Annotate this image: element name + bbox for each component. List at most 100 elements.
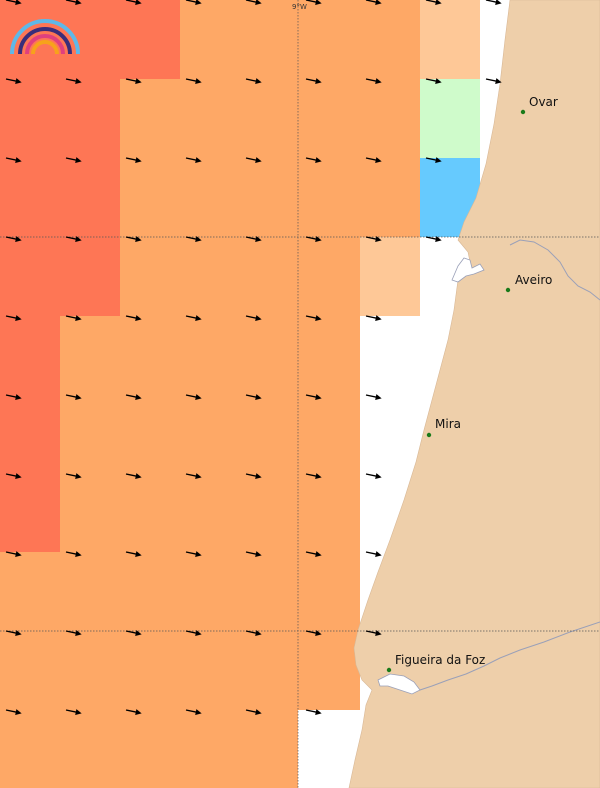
wind-arrow-head [315, 315, 322, 322]
wind-arrow-icon [305, 394, 322, 401]
logo-arc-inner-pink [25, 34, 65, 55]
wind-arrow-head [255, 78, 262, 85]
value-cell [0, 79, 60, 158]
wind-arrow-head [195, 709, 202, 716]
value-cell [0, 474, 60, 552]
wind-arrow-head [495, 0, 502, 6]
wind-arrow-icon [365, 157, 382, 164]
wind-arrow-shaft [365, 236, 378, 241]
value-cell [120, 474, 180, 552]
wind-arrow-icon [245, 236, 262, 243]
wind-arrow-shaft [305, 394, 318, 399]
value-cell [0, 237, 60, 316]
wind-arrow-icon [305, 157, 322, 164]
value-cell [180, 158, 240, 237]
wind-arrow-head [135, 0, 142, 6]
value-cell [180, 710, 240, 788]
wind-arrow-head [195, 394, 202, 401]
wind-arrow-head [195, 551, 202, 558]
value-cell [180, 552, 240, 631]
wind-arrow-icon [485, 0, 502, 6]
wind-arrow-icon [365, 0, 382, 6]
city-dot-figueira-da-foz[interactable] [386, 667, 392, 673]
wind-arrow-icon [65, 394, 82, 401]
wind-arrow-head [15, 630, 22, 637]
wind-arrow-icon [125, 78, 142, 85]
wind-arrow-icon [125, 630, 142, 637]
logo-arc-inner-orange [31, 40, 59, 55]
wind-arrow-head [195, 236, 202, 243]
value-cell [240, 237, 298, 316]
wind-arrow-head [255, 630, 262, 637]
wind-arrow-shaft [365, 473, 378, 478]
city-dot-mira[interactable] [426, 432, 432, 438]
value-cell [120, 79, 180, 158]
wind-arrow-head [135, 315, 142, 322]
wind-arrow-head [435, 0, 442, 6]
value-cell [60, 631, 120, 710]
wind-arrow-head [315, 78, 322, 85]
value-cell [240, 79, 298, 158]
value-cell [298, 631, 360, 710]
logo-arc-outer [10, 19, 80, 55]
wind-arrow-head [15, 709, 22, 716]
wind-arrow-icon [305, 0, 322, 6]
wind-arrow-shaft [485, 78, 498, 83]
wind-arrow-icon [185, 394, 202, 401]
city-label-mira: Mira [435, 417, 461, 431]
wind-arrow-head [315, 473, 322, 480]
wind-arrow-icon [365, 315, 382, 322]
value-cell [0, 710, 60, 788]
wind-arrow-icon [125, 394, 142, 401]
value-cell [240, 552, 298, 631]
wind-arrow-head [375, 0, 382, 6]
wind-arrow-icon [125, 315, 142, 322]
wind-arrow-head [75, 78, 82, 85]
wind-arrow-shaft [365, 394, 378, 399]
wind-arrow-icon [5, 551, 22, 558]
wind-arrow-head [195, 157, 202, 164]
coastline-land [348, 0, 600, 788]
wind-arrow-icon [185, 236, 202, 243]
wind-arrow-icon [305, 709, 322, 716]
wind-arrow-shaft [305, 630, 318, 635]
wind-arrow-icon [245, 709, 262, 716]
wind-arrow-head [375, 236, 382, 243]
wind-arrow-icon [305, 78, 322, 85]
value-cell [298, 474, 360, 552]
value-cell [180, 316, 240, 395]
wind-arrow-head [75, 0, 82, 6]
rainbow-logo-icon [10, 19, 80, 55]
wind-arrow-icon [5, 78, 22, 85]
wind-arrow-head [75, 709, 82, 716]
wind-arrow-icon [5, 315, 22, 322]
wind-arrow-icon [485, 78, 502, 85]
wind-arrow-head [135, 630, 142, 637]
value-cell [60, 552, 120, 631]
wind-arrow-icon [245, 157, 262, 164]
wind-arrow-shaft [365, 157, 378, 162]
wind-arrow-shaft [365, 551, 378, 556]
wind-arrow-head [315, 709, 322, 716]
value-cell [298, 0, 360, 79]
wind-arrow-icon [65, 0, 82, 6]
lagoon-aveiro [451, 257, 485, 283]
value-cell [0, 158, 60, 237]
wind-arrow-icon [245, 394, 262, 401]
wind-arrow-head [15, 315, 22, 322]
value-cell [0, 631, 60, 710]
wind-arrow-head [375, 78, 382, 85]
wind-arrow-head [75, 157, 82, 164]
city-dot-aveiro[interactable] [505, 287, 511, 293]
wind-arrow-icon [245, 315, 262, 322]
wind-arrow-head [375, 157, 382, 164]
value-cell [240, 631, 298, 710]
wind-arrow-icon [365, 78, 382, 85]
value-cell [120, 237, 180, 316]
wind-arrow-head [195, 0, 202, 6]
city-dot-ovar[interactable] [520, 109, 526, 115]
value-cell [120, 395, 180, 474]
wind-arrow-icon [185, 473, 202, 480]
